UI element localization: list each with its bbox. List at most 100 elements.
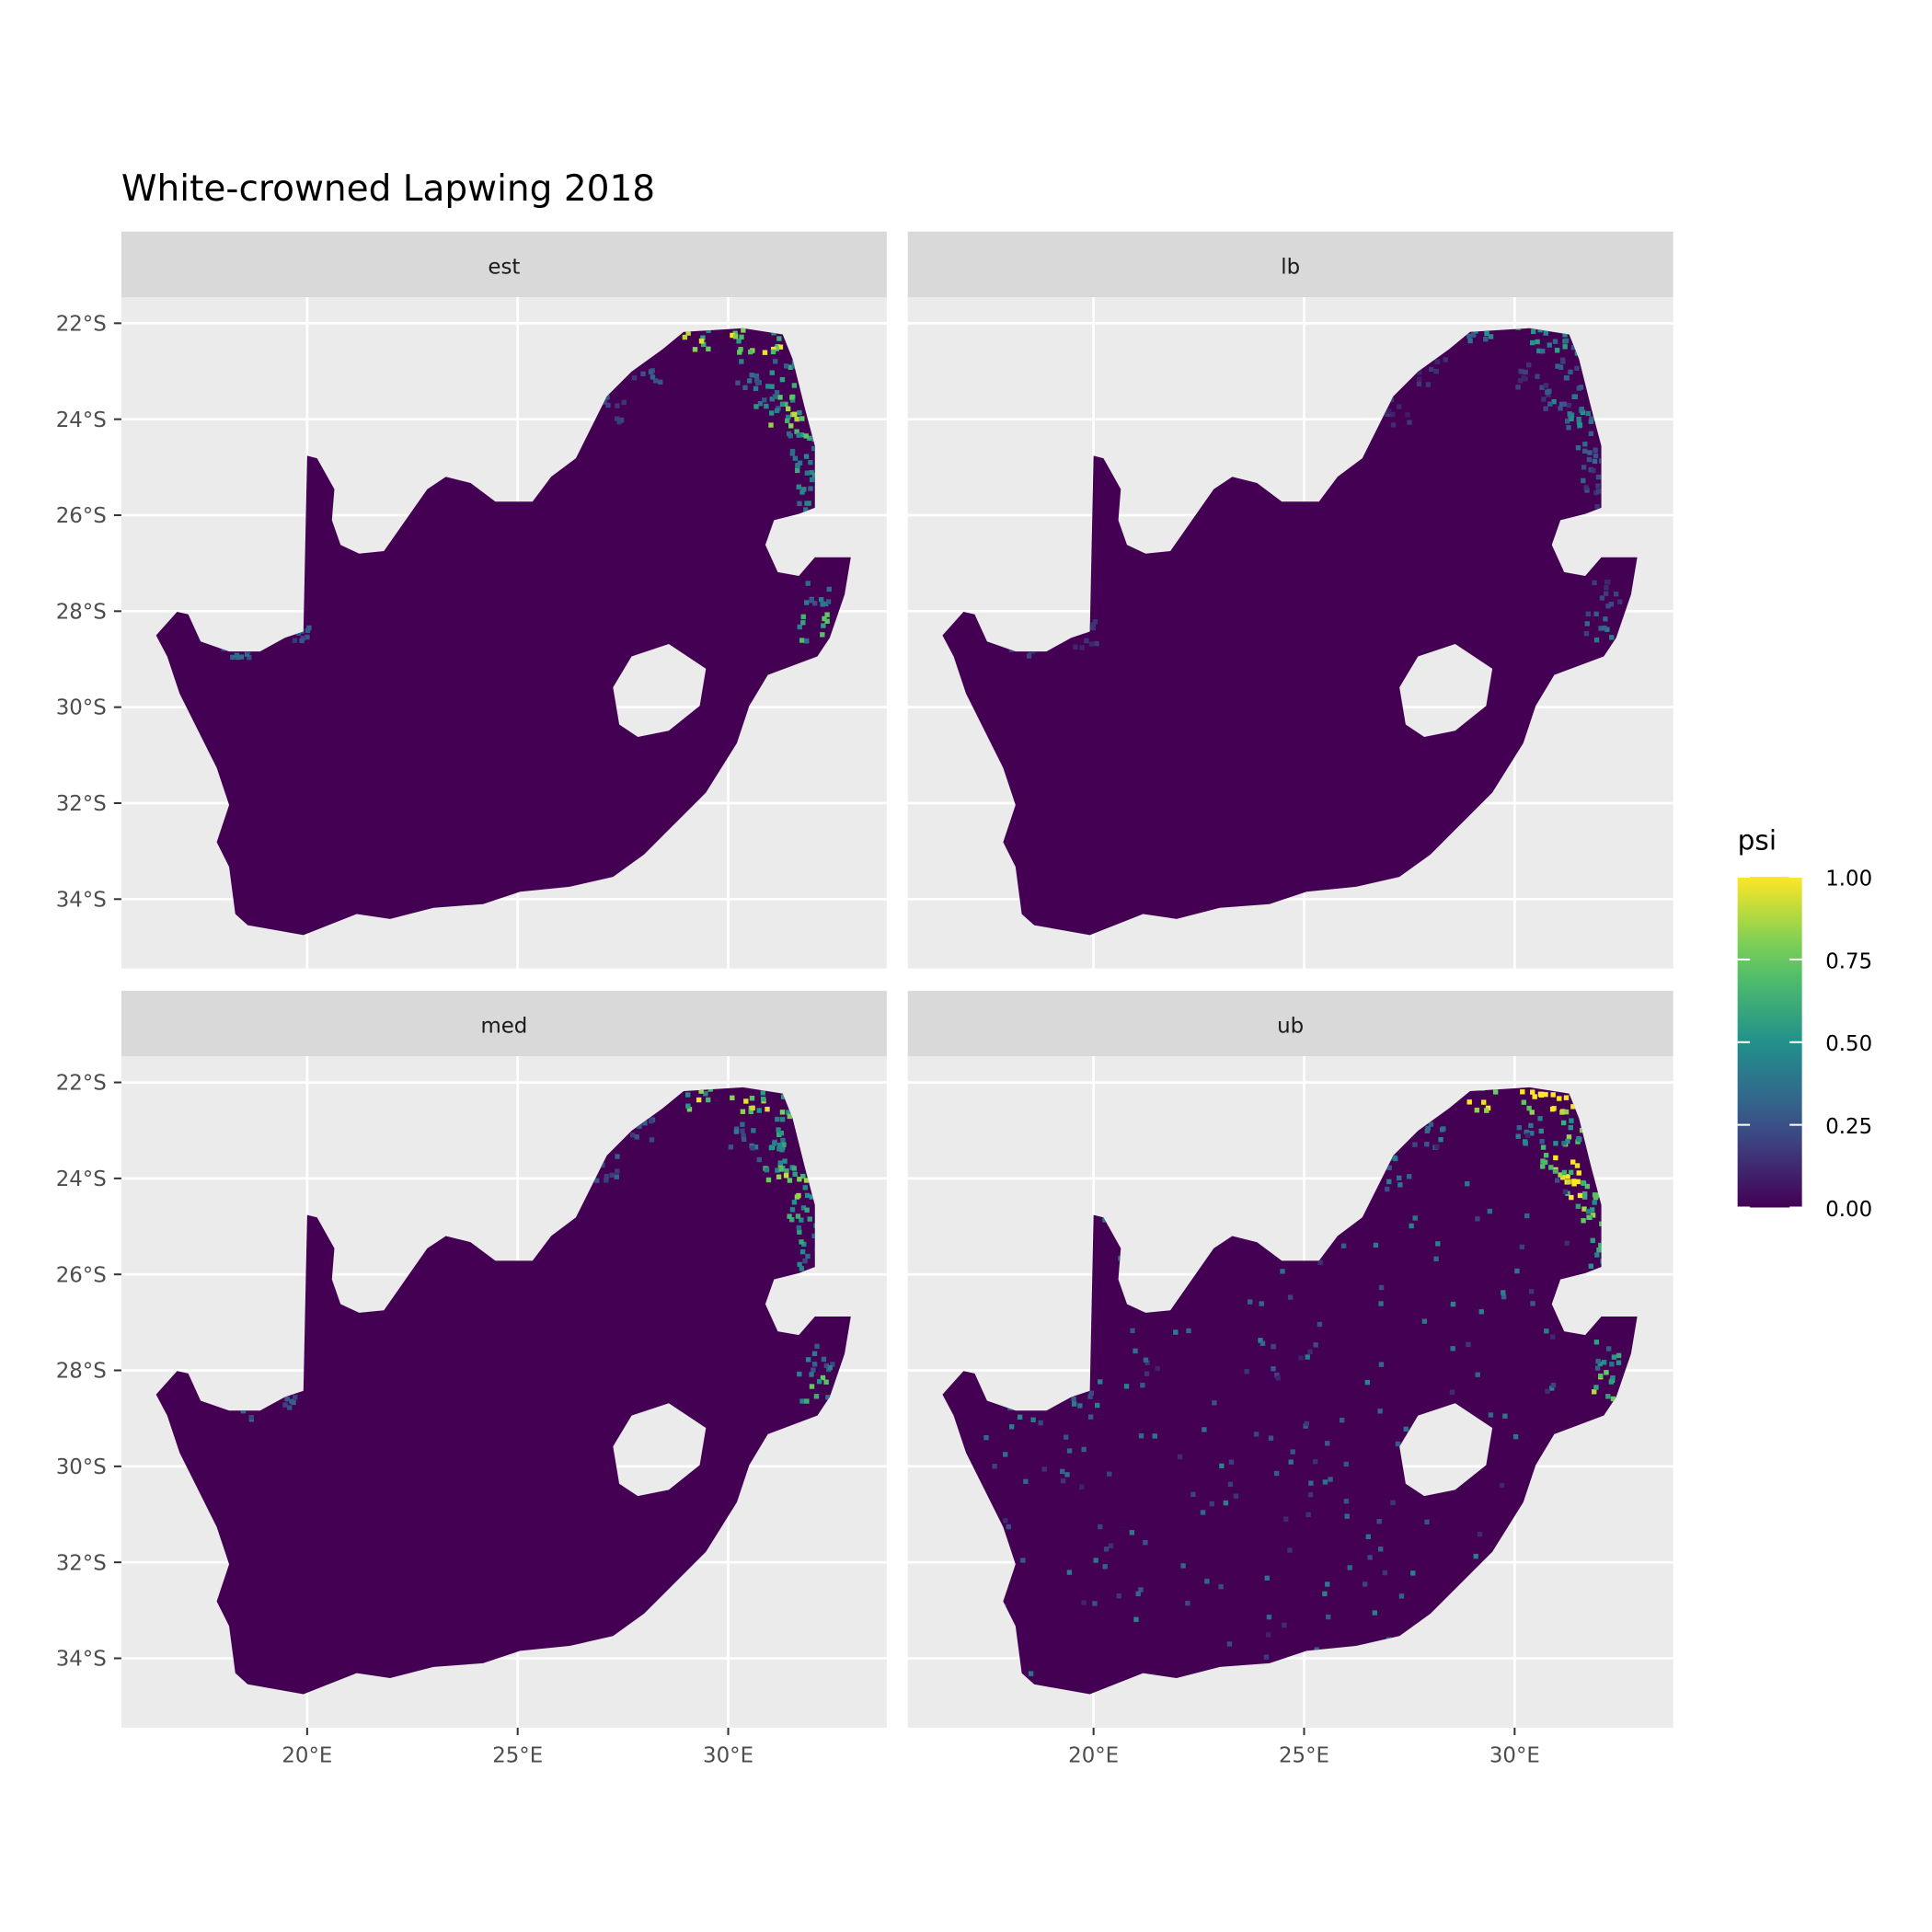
occupancy-cell <box>649 1137 655 1143</box>
occupancy-cell <box>823 601 829 607</box>
occupancy-cell <box>1474 1107 1480 1113</box>
occupancy-cell <box>756 1108 762 1113</box>
occupancy-cell <box>1488 1412 1494 1418</box>
occupancy-cell <box>248 1415 254 1420</box>
occupancy-cell <box>1435 1241 1441 1247</box>
occupancy-cell <box>1563 374 1570 381</box>
occupancy-cell <box>776 1174 782 1179</box>
occupancy-cell <box>1598 1373 1604 1379</box>
occupancy-cell <box>1568 1124 1573 1131</box>
y-tick-label: 24°S <box>56 1167 107 1191</box>
occupancy-cell <box>1553 1141 1558 1146</box>
occupancy-cell <box>1129 1530 1134 1535</box>
occupancy-cell <box>772 359 778 364</box>
occupancy-cell <box>1483 336 1489 342</box>
occupancy-cell <box>1026 653 1032 659</box>
occupancy-cell <box>1390 422 1397 428</box>
facet-strip-label: lb <box>1281 256 1300 280</box>
occupancy-cell <box>1377 1547 1384 1552</box>
facet-strip-label: est <box>488 256 520 280</box>
occupancy-cell <box>797 624 802 630</box>
occupancy-cell <box>1537 1091 1544 1097</box>
occupancy-cell <box>1550 1334 1556 1340</box>
occupancy-cell <box>1484 1108 1489 1113</box>
occupancy-cell <box>1259 1301 1264 1306</box>
occupancy-cell <box>703 1091 708 1097</box>
occupancy-cell <box>1314 1647 1319 1652</box>
x-tick-label: 20°E <box>282 1744 332 1768</box>
occupancy-cell <box>1569 416 1574 422</box>
occupancy-cell <box>756 1156 762 1163</box>
occupancy-cell <box>1530 1301 1535 1306</box>
occupancy-cell <box>739 359 744 364</box>
occupancy-cell <box>1212 1400 1217 1406</box>
occupancy-cell <box>685 1103 691 1109</box>
occupancy-cell <box>1373 1242 1379 1248</box>
occupancy-cell <box>1580 409 1586 416</box>
occupancy-cell <box>1087 1414 1094 1420</box>
occupancy-cell <box>762 397 767 403</box>
occupancy-cell <box>1563 338 1570 344</box>
occupancy-cell <box>1524 1129 1529 1135</box>
occupancy-cell <box>1433 1256 1439 1262</box>
occupancy-cell <box>1090 625 1096 631</box>
occupancy-cell <box>1271 1366 1276 1372</box>
occupancy-cell <box>1583 485 1589 490</box>
occupancy-cell <box>1378 1284 1385 1291</box>
occupancy-cell <box>1581 1218 1586 1224</box>
occupancy-cell <box>1376 1519 1382 1524</box>
occupancy-cell <box>1602 625 1607 631</box>
occupancy-cell <box>807 435 812 442</box>
occupancy-cell <box>1593 1385 1599 1390</box>
occupancy-cell <box>1266 1632 1271 1638</box>
occupancy-cell <box>282 1402 288 1408</box>
occupancy-cell <box>602 399 607 405</box>
occupancy-cell <box>1180 1563 1186 1569</box>
occupancy-cell <box>728 1144 734 1150</box>
legend-title: psi <box>1738 824 1777 856</box>
occupancy-cell <box>1363 1581 1368 1587</box>
occupancy-cell <box>1605 604 1611 609</box>
occupancy-cell <box>1501 1290 1506 1295</box>
occupancy-cell <box>1592 1200 1597 1205</box>
occupancy-cell <box>778 1131 785 1136</box>
occupancy-cell <box>811 1362 818 1367</box>
occupancy-cell <box>783 363 789 369</box>
occupancy-cell <box>1581 1180 1587 1186</box>
occupancy-cell <box>1434 1144 1440 1150</box>
occupancy-cell <box>247 654 252 661</box>
occupancy-cell <box>799 1239 804 1245</box>
occupancy-cell <box>1584 621 1590 627</box>
occupancy-cell <box>795 462 800 468</box>
occupancy-cell <box>819 597 824 603</box>
occupancy-cell <box>1581 477 1586 484</box>
occupancy-cell <box>809 1194 814 1200</box>
occupancy-cell <box>733 1129 740 1134</box>
occupancy-cell <box>1244 1369 1249 1374</box>
occupancy-cell <box>1450 1346 1455 1351</box>
occupancy-cell <box>1584 488 1590 493</box>
occupancy-cell <box>1576 1135 1581 1142</box>
occupancy-cell <box>1477 1532 1483 1537</box>
occupancy-cell <box>1548 1165 1554 1170</box>
occupancy-cell <box>796 484 802 489</box>
occupancy-cell <box>789 448 796 454</box>
occupancy-cell <box>1552 339 1558 344</box>
occupancy-cell <box>1581 1194 1588 1200</box>
y-tick-label: 26°S <box>56 504 107 528</box>
occupancy-cell <box>1519 369 1524 374</box>
occupancy-cell <box>1581 465 1587 470</box>
occupancy-cell <box>1593 453 1599 459</box>
occupancy-cell <box>783 1173 789 1179</box>
occupancy-cell <box>750 1105 755 1110</box>
occupancy-cell <box>809 1372 814 1377</box>
facet-strip <box>121 231 887 298</box>
occupancy-cell <box>1604 627 1610 632</box>
y-tick-label: 22°S <box>56 312 107 336</box>
occupancy-cell <box>794 416 799 422</box>
occupancy-cell <box>797 409 802 416</box>
occupancy-cell <box>1266 1614 1272 1620</box>
occupancy-cell <box>1428 1121 1434 1127</box>
occupancy-cell <box>291 1399 296 1406</box>
y-tick-label: 32°S <box>56 792 107 816</box>
